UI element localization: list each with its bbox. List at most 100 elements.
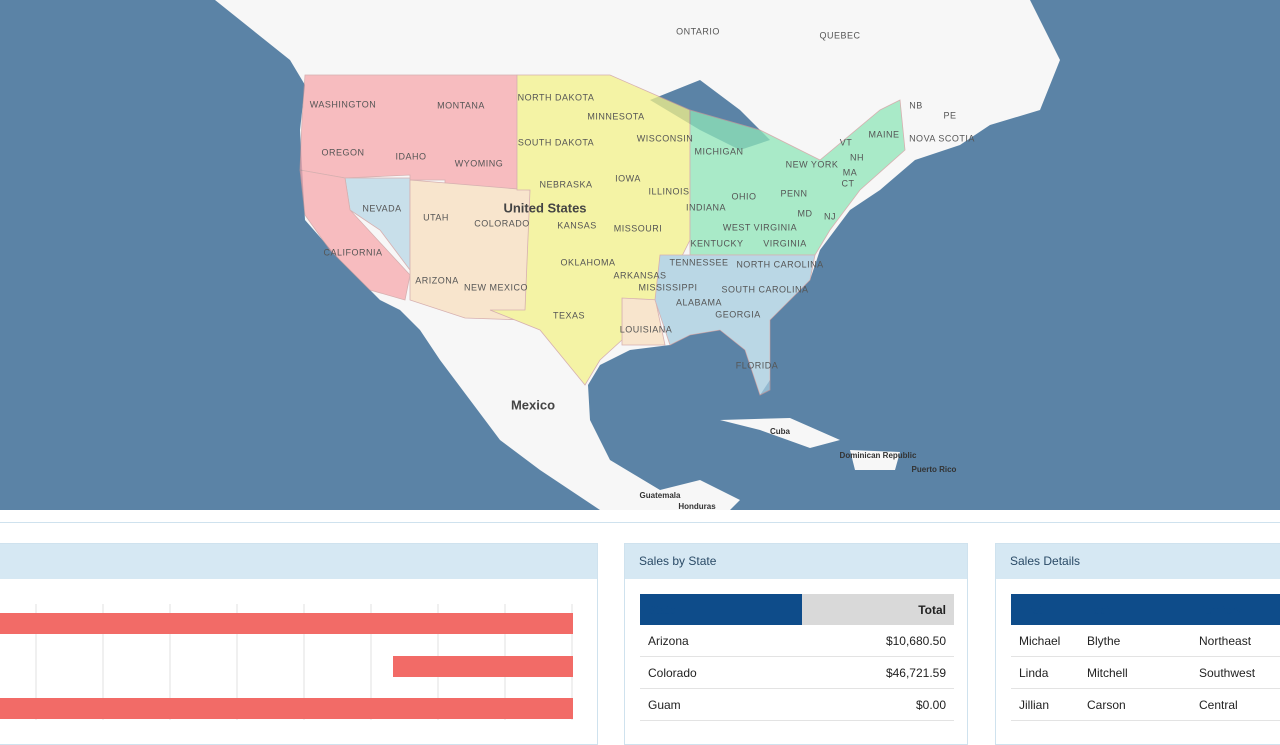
map-label: GEORGIA <box>715 309 761 319</box>
map-label: WASHINGTON <box>310 99 377 109</box>
bar-chart <box>0 604 573 720</box>
map-label: PE <box>943 110 956 120</box>
table-row[interactable]: Jillian Carson Central <box>1011 688 1280 721</box>
panel-title: Sales by State <box>625 544 967 579</box>
map-label: SOUTH CAROLINA <box>721 284 808 294</box>
column-header[interactable]: First <box>1011 594 1079 625</box>
map-label: MINNESOTA <box>587 111 644 121</box>
map-label: NORTH CAROLINA <box>736 259 823 269</box>
islands <box>720 418 900 470</box>
sales-details-panel: Sales Details First Last Territory Micha… <box>995 543 1280 745</box>
table-cell: Southwest <box>1191 656 1280 689</box>
map-label: CT <box>842 178 855 188</box>
table-row[interactable]: Linda Mitchell Southwest <box>1011 656 1280 689</box>
map-label: VT <box>840 137 853 147</box>
table-cell: Central <box>1191 688 1280 721</box>
bar <box>393 656 573 677</box>
map-label: NEVADA <box>362 203 401 213</box>
table-cell: Colorado <box>640 656 802 689</box>
chart-panel <box>0 543 598 745</box>
table-cell: Mitchell <box>1079 656 1191 689</box>
table-cell: Linda <box>1011 656 1079 689</box>
map-label: OKLAHOMA <box>560 257 615 267</box>
map-label: WYOMING <box>455 158 504 168</box>
map-label: Honduras <box>678 502 716 510</box>
map-label: MONTANA <box>437 100 485 110</box>
map-label: CALIFORNIA <box>323 247 382 257</box>
region-west <box>299 74 518 191</box>
map-label: FLORIDA <box>736 360 779 370</box>
bar <box>0 698 573 719</box>
map-label: WEST VIRGINIA <box>723 222 797 232</box>
map-label: MISSOURI <box>614 223 663 233</box>
map-label: SOUTH DAKOTA <box>518 137 594 147</box>
table-cell: $0.00 <box>802 688 954 721</box>
map-label: MAINE <box>868 129 899 139</box>
map-label: NOVA SCOTIA <box>909 133 975 143</box>
table-row[interactable]: Michael Blythe Northeast <box>1011 625 1280 657</box>
sales-by-state-table: State Total Arizona $10,680.50 Colorado $46… <box>640 594 954 721</box>
table-cell: Blythe <box>1079 625 1191 657</box>
map-label: WISCONSIN <box>637 133 694 143</box>
table-cell: Jillian <box>1011 688 1079 721</box>
map-label: NEW MEXICO <box>464 282 528 292</box>
map-label: COLORADO <box>474 218 530 228</box>
panel-header <box>0 544 597 579</box>
column-header[interactable]: Total <box>802 594 954 625</box>
map-label: MA <box>843 167 858 177</box>
map-label: Dominican Republic <box>840 451 917 460</box>
map-label: PENN <box>780 188 807 198</box>
table-row[interactable]: Colorado $46,721.59 <box>640 656 954 689</box>
column-header[interactable]: Last <box>1079 594 1191 625</box>
map-label: ALABAMA <box>676 297 722 307</box>
map: ONTARIO QUEBEC WASHINGTON MONTANA NORTH DAKO… <box>0 0 1280 510</box>
divider <box>0 522 1280 523</box>
region-southeast <box>654 254 816 396</box>
map-label: Puerto Rico <box>912 465 957 474</box>
region-california <box>299 169 411 301</box>
map-label: MISSISSIPPI <box>638 282 697 292</box>
table-cell: Guam <box>640 688 802 721</box>
map-label: IDAHO <box>395 151 426 161</box>
map-label: VIRGINIA <box>763 238 807 248</box>
map-label: ARIZONA <box>415 275 459 285</box>
map-label: NEBRASKA <box>539 179 592 189</box>
map-label: OHIO <box>731 191 756 201</box>
map-label: UTAH <box>423 212 449 222</box>
map-label: NH <box>850 152 864 162</box>
map-label: IOWA <box>615 173 641 183</box>
table-cell: $10,680.50 <box>802 625 954 657</box>
map-label: INDIANA <box>686 202 726 212</box>
sales-details-table: First Last Territory Michael Blythe Northe… <box>1011 594 1280 721</box>
sales-by-state-panel: Sales by State State Total Arizona $10,68… <box>624 543 968 745</box>
column-header[interactable]: Territory <box>1191 594 1280 625</box>
region-northeast <box>689 99 906 256</box>
map-label: KANSAS <box>557 220 597 230</box>
bar <box>0 613 573 634</box>
table-row[interactable]: Guam $0.00 <box>640 688 954 721</box>
column-header[interactable]: State <box>640 594 802 625</box>
map-label: NORTH DAKOTA <box>518 92 595 102</box>
panel-title: Sales Details <box>996 544 1280 579</box>
map-label: Guatemala <box>640 491 681 500</box>
map-label: LOUISIANA <box>620 324 673 334</box>
map-label: TEXAS <box>553 310 585 320</box>
map-label: KENTUCKY <box>690 238 743 248</box>
table-row[interactable]: Arizona $10,680.50 <box>640 625 954 657</box>
map-label: MD <box>798 208 813 218</box>
map-label: ONTARIO <box>676 26 720 36</box>
country-label: Mexico <box>511 397 555 412</box>
table-cell: Michael <box>1011 625 1079 657</box>
map-label: MICHIGAN <box>695 146 744 156</box>
map-label: NB <box>909 100 923 110</box>
table-cell: Carson <box>1079 688 1191 721</box>
map-label: ILLINOIS <box>648 186 689 196</box>
table-cell: Arizona <box>640 625 802 657</box>
map-label: OREGON <box>321 147 364 157</box>
map-label: QUEBEC <box>819 30 860 40</box>
map-label: Cuba <box>770 427 791 436</box>
map-label: ARKANSAS <box>613 270 666 280</box>
map-label: NJ <box>824 211 836 221</box>
table-cell: $46,721.59 <box>802 656 954 689</box>
